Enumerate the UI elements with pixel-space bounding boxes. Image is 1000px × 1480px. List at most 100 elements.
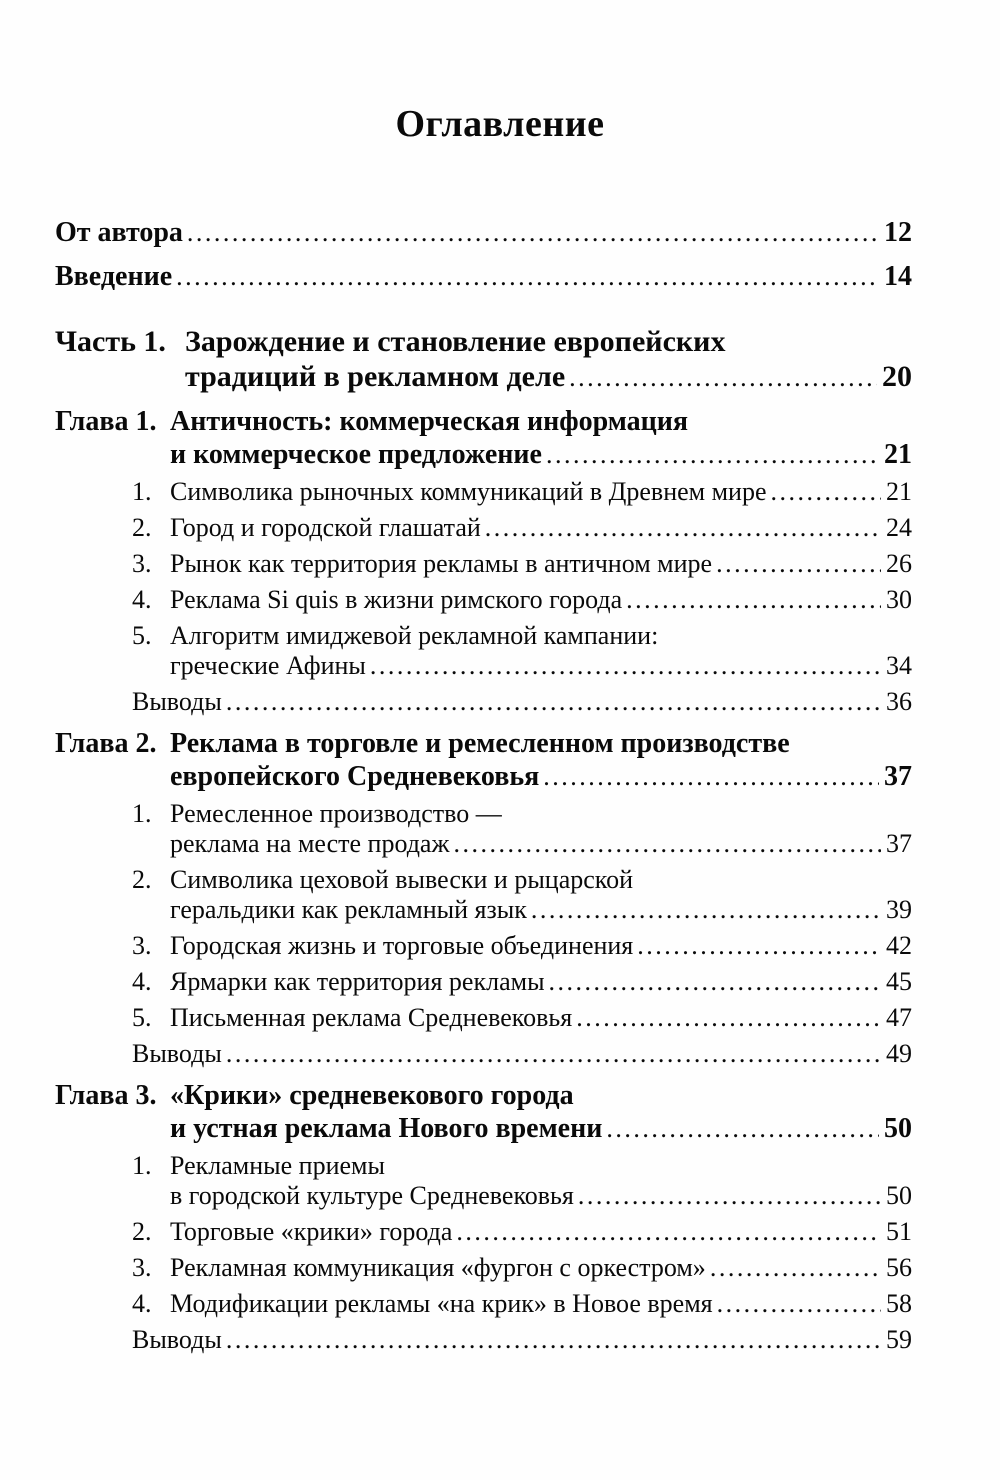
toc-line: в городской культуре Средневековья 50 — [170, 1181, 912, 1211]
page-number: 58 — [886, 1289, 912, 1318]
page-number: 12 — [884, 217, 912, 248]
page-number: 24 — [886, 513, 912, 542]
toc-entry-item: 3. Рекламная коммуникация «фургон с оркес… — [55, 1253, 912, 1283]
page-title: Оглавление — [395, 103, 605, 145]
toc-entry-text: Выводы — [132, 1325, 222, 1354]
dot-leader — [485, 513, 881, 543]
toc-entry-conclusion: Выводы 36 — [55, 687, 912, 717]
toc-line: геральдики как рекламный язык 39 — [170, 895, 912, 925]
dot-leader — [226, 1325, 881, 1355]
dot-leader — [187, 216, 879, 250]
toc-entry-text: Городская жизнь и торговые объединения — [170, 931, 634, 960]
page-number: 47 — [886, 1003, 912, 1032]
toc-line: Выводы 36 — [132, 687, 912, 717]
toc-entry-item: 1. Символика рыночных коммуникаций в Древ… — [55, 477, 912, 507]
toc-entry-item: 2. Город и городской глашатай 24 — [55, 513, 912, 543]
toc-entry-chapter: Глава 3. «Крики» средневекового города и у… — [55, 1079, 912, 1145]
dot-leader — [456, 1217, 881, 1247]
dot-leader — [771, 477, 881, 507]
toc-list: От автора 12 Введение 14 Часть 1. Зарождение … — [55, 216, 912, 1361]
dot-leader — [710, 1253, 881, 1283]
toc-entry-text: Символика рыночных коммуникаций в Древне… — [170, 477, 767, 506]
toc-line: и коммерческое предложение 21 — [170, 438, 912, 471]
toc-entry-chapter: Глава 1. Античность: коммерческая информа… — [55, 405, 912, 471]
dot-leader — [716, 549, 881, 579]
page-number: 39 — [886, 895, 912, 924]
toc-entry-text: геральдики как рекламный язык — [170, 895, 527, 924]
page-number: 42 — [886, 931, 912, 960]
toc-line: Символика цеховой вывески и рыцарской — [170, 865, 912, 895]
toc-entry-label: 1. — [132, 1151, 152, 1180]
toc-line: От автора 12 — [55, 216, 912, 250]
toc-entry-text: Торговые «крики» города — [170, 1217, 453, 1246]
toc-entry-front: От автора 12 — [55, 216, 912, 250]
toc-entry-text: «Крики» средневекового города — [170, 1080, 574, 1111]
dot-leader — [226, 687, 881, 717]
toc-entry-text: Рекламная коммуникация «фургон с оркестр… — [170, 1253, 706, 1282]
toc-entry-text: реклама на месте продаж — [170, 829, 450, 858]
dot-leader — [453, 829, 881, 859]
toc-entry-part: Часть 1. Зарождение и становление европей… — [55, 324, 912, 395]
toc-entry-text: Зарождение и становление европейских — [185, 325, 726, 358]
toc-line: Рекламные приемы — [170, 1151, 912, 1181]
toc-entry-label: 3. — [132, 1253, 152, 1282]
toc-entry-text: Рекламные приемы — [170, 1151, 385, 1180]
toc-entry-text: Реклама в торговле и ремесленном произво… — [170, 728, 790, 759]
toc-entry-text: греческие Афины — [170, 651, 366, 680]
toc-entry-text: Ярмарки как территория рекламы — [170, 967, 545, 996]
toc-line: Рекламная коммуникация «фургон с оркестр… — [170, 1253, 912, 1283]
toc-line: Модификации рекламы «на крик» в Новое вр… — [170, 1289, 912, 1319]
toc-entry-label: 1. — [132, 477, 152, 506]
toc-entry-item: 4. Реклама Si quis в жизни римского город… — [55, 585, 912, 615]
toc-entry-item: 5. Алгоритм имиджевой рекламной кампании:… — [55, 621, 912, 681]
toc-entry-label: 5. — [132, 1003, 152, 1032]
toc-line: Символика рыночных коммуникаций в Древне… — [170, 477, 912, 507]
toc-entry-label: Глава 1. — [55, 406, 157, 437]
toc-line: Выводы 49 — [132, 1039, 912, 1069]
toc-entry-label: Глава 2. — [55, 728, 157, 759]
toc-line: Городская жизнь и торговые объединения 42 — [170, 931, 912, 961]
toc-line: Ярмарки как территория рекламы 45 — [170, 967, 912, 997]
dot-leader — [578, 1181, 881, 1211]
dot-leader — [717, 1289, 881, 1319]
toc-entry-text: в городской культуре Средневековья — [170, 1181, 574, 1210]
page-number: 21 — [884, 439, 912, 470]
page-number: 37 — [886, 829, 912, 858]
toc-entry-text: Письменная реклама Средневековья — [170, 1003, 573, 1032]
toc-line: Реклама в торговле и ремесленном произво… — [170, 727, 912, 760]
page-number: 34 — [886, 651, 912, 680]
toc-entry-item: 3. Рынок как территория рекламы в антично… — [55, 549, 912, 579]
toc-entry-item: 1. Рекламные приемы в городской культуре С… — [55, 1151, 912, 1211]
page-number: 20 — [882, 360, 912, 393]
toc-entry-text: Выводы — [132, 687, 222, 716]
dot-leader — [546, 438, 879, 471]
page-number: 37 — [884, 761, 912, 792]
toc-line: и устная реклама Нового времени 50 — [170, 1112, 912, 1145]
toc-entry-label: 2. — [132, 513, 152, 542]
page-number: 49 — [886, 1039, 912, 1068]
dot-leader — [637, 931, 881, 961]
toc-entry-label: 2. — [132, 1217, 152, 1246]
toc-line: европейского Средневековья 37 — [170, 760, 912, 793]
page-number: 21 — [886, 477, 912, 506]
toc-entry-item: 4. Ярмарки как территория рекламы 45 — [55, 967, 912, 997]
dot-leader — [549, 967, 881, 997]
dot-leader — [576, 1003, 881, 1033]
dot-leader — [531, 895, 881, 925]
toc-line: Город и городской глашатай 24 — [170, 513, 912, 543]
page-number: 59 — [886, 1325, 912, 1354]
toc-entry-text: Город и городской глашатай — [170, 513, 481, 542]
page-number: 36 — [886, 687, 912, 716]
toc-entry-text: Ремесленное производство — — [170, 799, 502, 828]
dot-leader — [176, 260, 879, 294]
toc-entry-text: и коммерческое предложение — [170, 439, 542, 470]
page-number: 14 — [884, 261, 912, 292]
toc-entry-item: 2. Символика цеховой вывески и рыцарской г… — [55, 865, 912, 925]
toc-entry-text: Выводы — [132, 1039, 222, 1068]
page-number: 30 — [886, 585, 912, 614]
toc-entry-label: 4. — [132, 967, 152, 996]
toc-entry-item: 5. Письменная реклама Средневековья 47 — [55, 1003, 912, 1033]
toc-entry-item: 3. Городская жизнь и торговые объединения… — [55, 931, 912, 961]
dot-leader — [226, 1039, 881, 1069]
